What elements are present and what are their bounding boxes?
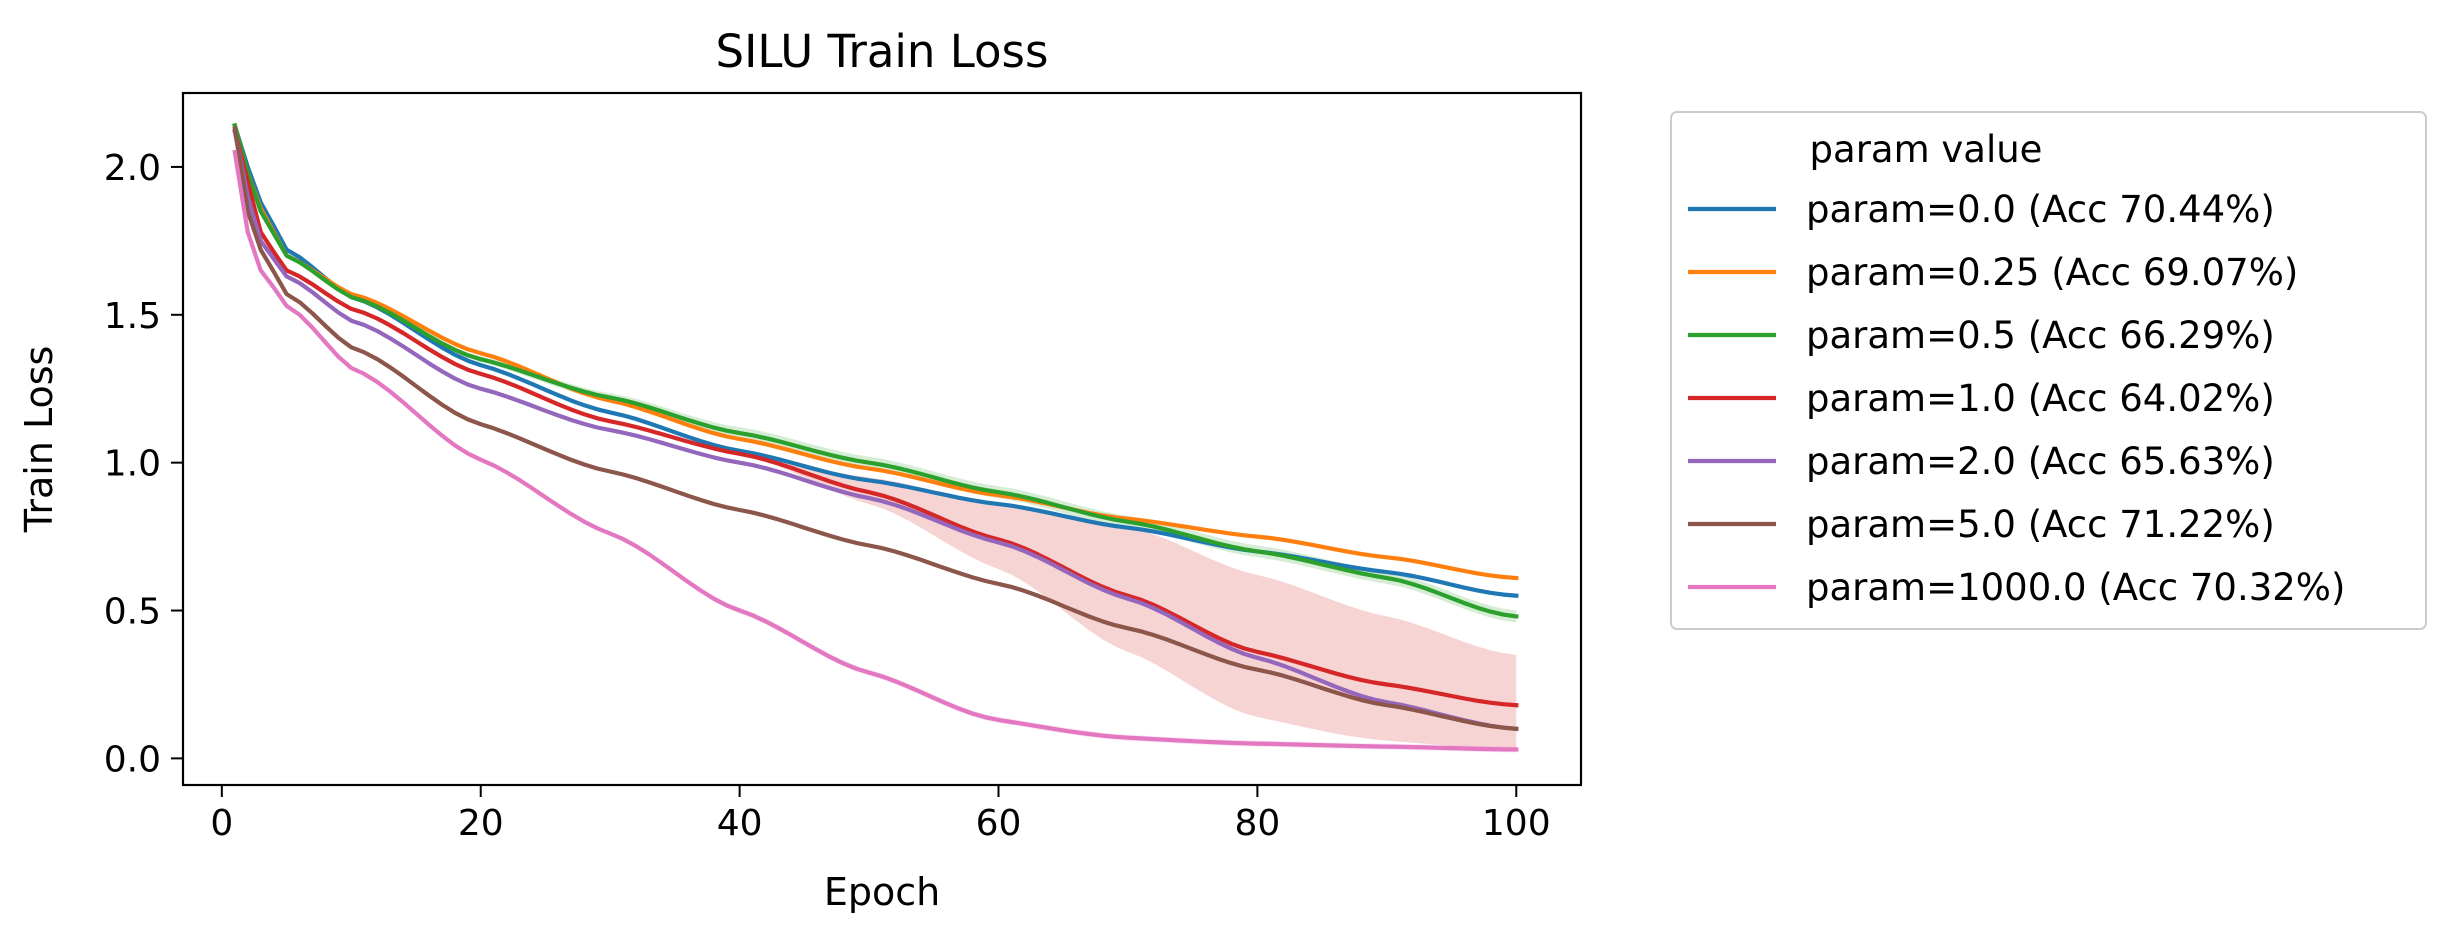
x-tick-label: 20 [458, 803, 504, 844]
series-band-3 [234, 131, 1517, 750]
series-line-4 [232, 128, 1519, 732]
x-axis-label: Epoch [824, 870, 940, 914]
x-tick-label: 80 [1234, 803, 1280, 844]
legend-item: param=5.0 (Acc 71.22%) [1688, 503, 2275, 546]
series-line-6 [232, 149, 1519, 752]
y-tick-label: 1.5 [104, 296, 161, 337]
series-line-3 [232, 128, 1519, 708]
legend-label: param=0.0 (Acc 70.44%) [1806, 188, 2275, 231]
series-line-5 [232, 126, 1519, 732]
series-line-2 [232, 122, 1519, 619]
legend: param value param=0.0 (Acc 70.44%)param=… [1670, 111, 2427, 630]
legend-label: param=1.0 (Acc 64.02%) [1806, 377, 2275, 420]
legend-item: param=0.5 (Acc 66.29%) [1688, 314, 2275, 357]
legend-box [1670, 111, 2427, 630]
x-tick-label: 0 [210, 803, 233, 844]
y-tick-label: 0.5 [104, 592, 161, 633]
legend-item: param=1000.0 (Acc 70.32%) [1688, 566, 2345, 609]
y-tick-label: 2.0 [104, 148, 161, 189]
plot-frame [181, 91, 1583, 787]
x-axis: 0 20 40 60 80 100 [210, 785, 1551, 844]
confidence-bands [234, 125, 1517, 753]
legend-label: param=5.0 (Acc 71.22%) [1806, 503, 2275, 546]
series-lines [232, 122, 1519, 752]
x-tick-label: 40 [717, 803, 763, 844]
y-axis-label: Train Loss [17, 346, 61, 534]
x-tick-label: 100 [1482, 803, 1551, 844]
legend-label: param=1000.0 (Acc 70.32%) [1806, 566, 2345, 609]
y-tick-label: 0.0 [104, 739, 161, 780]
y-tick-label: 1.0 [104, 444, 161, 485]
legend-item: param=2.0 (Acc 65.63%) [1688, 440, 2275, 483]
y-axis: 0.0 0.5 1.0 1.5 2.0 [104, 148, 183, 780]
legend-item: param=0.0 (Acc 70.44%) [1688, 188, 2275, 231]
series-line-1 [232, 122, 1519, 581]
chart-title: SILU Train Loss [716, 25, 1049, 78]
legend-label: param=2.0 (Acc 65.63%) [1806, 440, 2275, 483]
legend-item: param=1.0 (Acc 64.02%) [1688, 377, 2275, 420]
legend-label: param=0.25 (Acc 69.07%) [1806, 251, 2298, 294]
x-tick-label: 60 [976, 803, 1022, 844]
legend-title: param value [1810, 128, 2043, 171]
legend-items: param=0.0 (Acc 70.44%) param=0.25 (Acc 69… [1688, 188, 2345, 609]
legend-item: param=0.25 (Acc 69.07%) [1688, 251, 2298, 294]
legend-label: param=0.5 (Acc 66.29%) [1806, 314, 2275, 357]
